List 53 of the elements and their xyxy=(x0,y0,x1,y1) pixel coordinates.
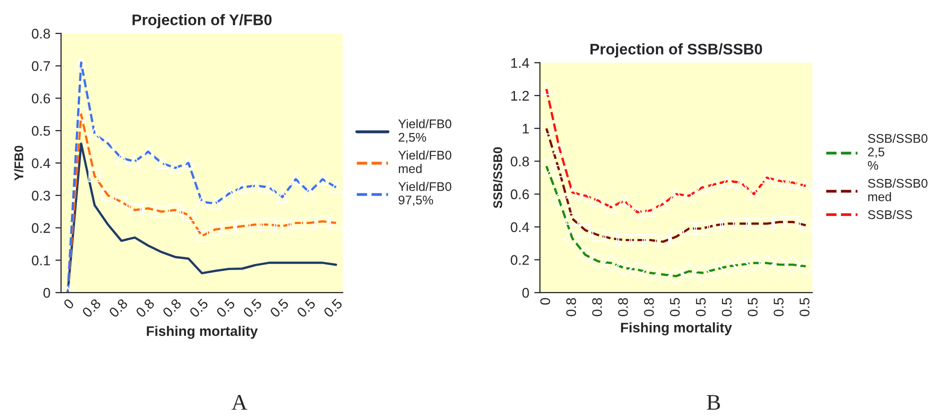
x-tick-label: 0.8 xyxy=(135,298,156,318)
y-tick-label: 1 xyxy=(522,124,529,134)
y-tick-label: 1.2 xyxy=(511,90,529,101)
x-tick-label: 0.8 xyxy=(162,298,182,318)
chart-title: Projection of Y/FB0 xyxy=(132,14,272,28)
x-tick-label: 0 xyxy=(62,298,75,310)
y-tick-label: 0 xyxy=(522,288,529,298)
legend-label: SSB/SS xyxy=(868,210,912,220)
y-tick-label: 1.4 xyxy=(511,58,530,68)
x-tick-label: 0.5 xyxy=(323,298,343,318)
legend-label: SSB/SSB0 med xyxy=(868,178,928,202)
y-tick-label: 0.3 xyxy=(32,190,50,201)
y-tick-label: 0.4 xyxy=(510,222,530,232)
x-tick-label: 0.5 xyxy=(774,298,784,316)
x-tick-label: 0.5 xyxy=(216,298,236,318)
x-tick-label: 0.5 xyxy=(722,298,732,316)
x-tick-label: 0.5 xyxy=(800,298,810,316)
y-tick-label: 0.7 xyxy=(32,61,50,72)
x-tick-label: 0.8 xyxy=(592,298,602,316)
text: A xyxy=(232,394,248,410)
x-tick-label: 0.5 xyxy=(696,298,706,316)
x-axis-title: Fishing mortality xyxy=(621,322,732,336)
y-tick-label: 0.6 xyxy=(510,189,529,200)
x-tick-label: 0.8 xyxy=(644,298,654,316)
x-axis-title: Fishing mortality xyxy=(146,326,258,339)
legend-label: SSB/SSB0 2,5 % xyxy=(868,134,928,170)
x-tick-label: 0.8 xyxy=(566,298,576,316)
x-tick-label: 0.8 xyxy=(108,298,128,318)
x-tick-label: 0.8 xyxy=(82,298,102,318)
y-tick-label: 0.4 xyxy=(32,158,50,168)
y-tick-label: 0.5 xyxy=(32,126,50,136)
y-tick-label: 0.6 xyxy=(32,94,50,104)
text: B xyxy=(706,395,720,410)
x-tick-label: 0.8 xyxy=(618,298,628,316)
y-tick-label: 0.2 xyxy=(32,223,50,233)
y-tick-label: 0.2 xyxy=(510,255,529,265)
x-tick-label: 0.5 xyxy=(269,298,290,318)
legend-label: Yield/FB0 2,5% xyxy=(398,119,452,144)
y-tick-label: 0.8 xyxy=(32,28,50,39)
y-axis-title: Y/FB0 xyxy=(14,146,24,181)
y-tick-label: 0.8 xyxy=(510,156,529,166)
legend-label: Yield/FB0 med xyxy=(398,150,452,174)
x-tick-label: 0.5 xyxy=(242,298,262,318)
y-axis-title: SSB/SSB0 xyxy=(492,147,502,208)
legend-label: Yield/FB0 97,5% xyxy=(398,182,452,206)
x-tick-label: 0.5 xyxy=(188,298,209,318)
x-tick-label: 0.5 xyxy=(670,298,680,316)
y-tick-label: 0 xyxy=(43,288,50,298)
x-tick-label: 0.5 xyxy=(296,298,316,318)
chart-title: Projection of SSB/SSB0 xyxy=(590,43,762,58)
y-tick-label: 0.1 xyxy=(32,256,50,266)
x-tick-label: 0.5 xyxy=(748,298,758,316)
x-tick-label: 0 xyxy=(540,298,550,305)
